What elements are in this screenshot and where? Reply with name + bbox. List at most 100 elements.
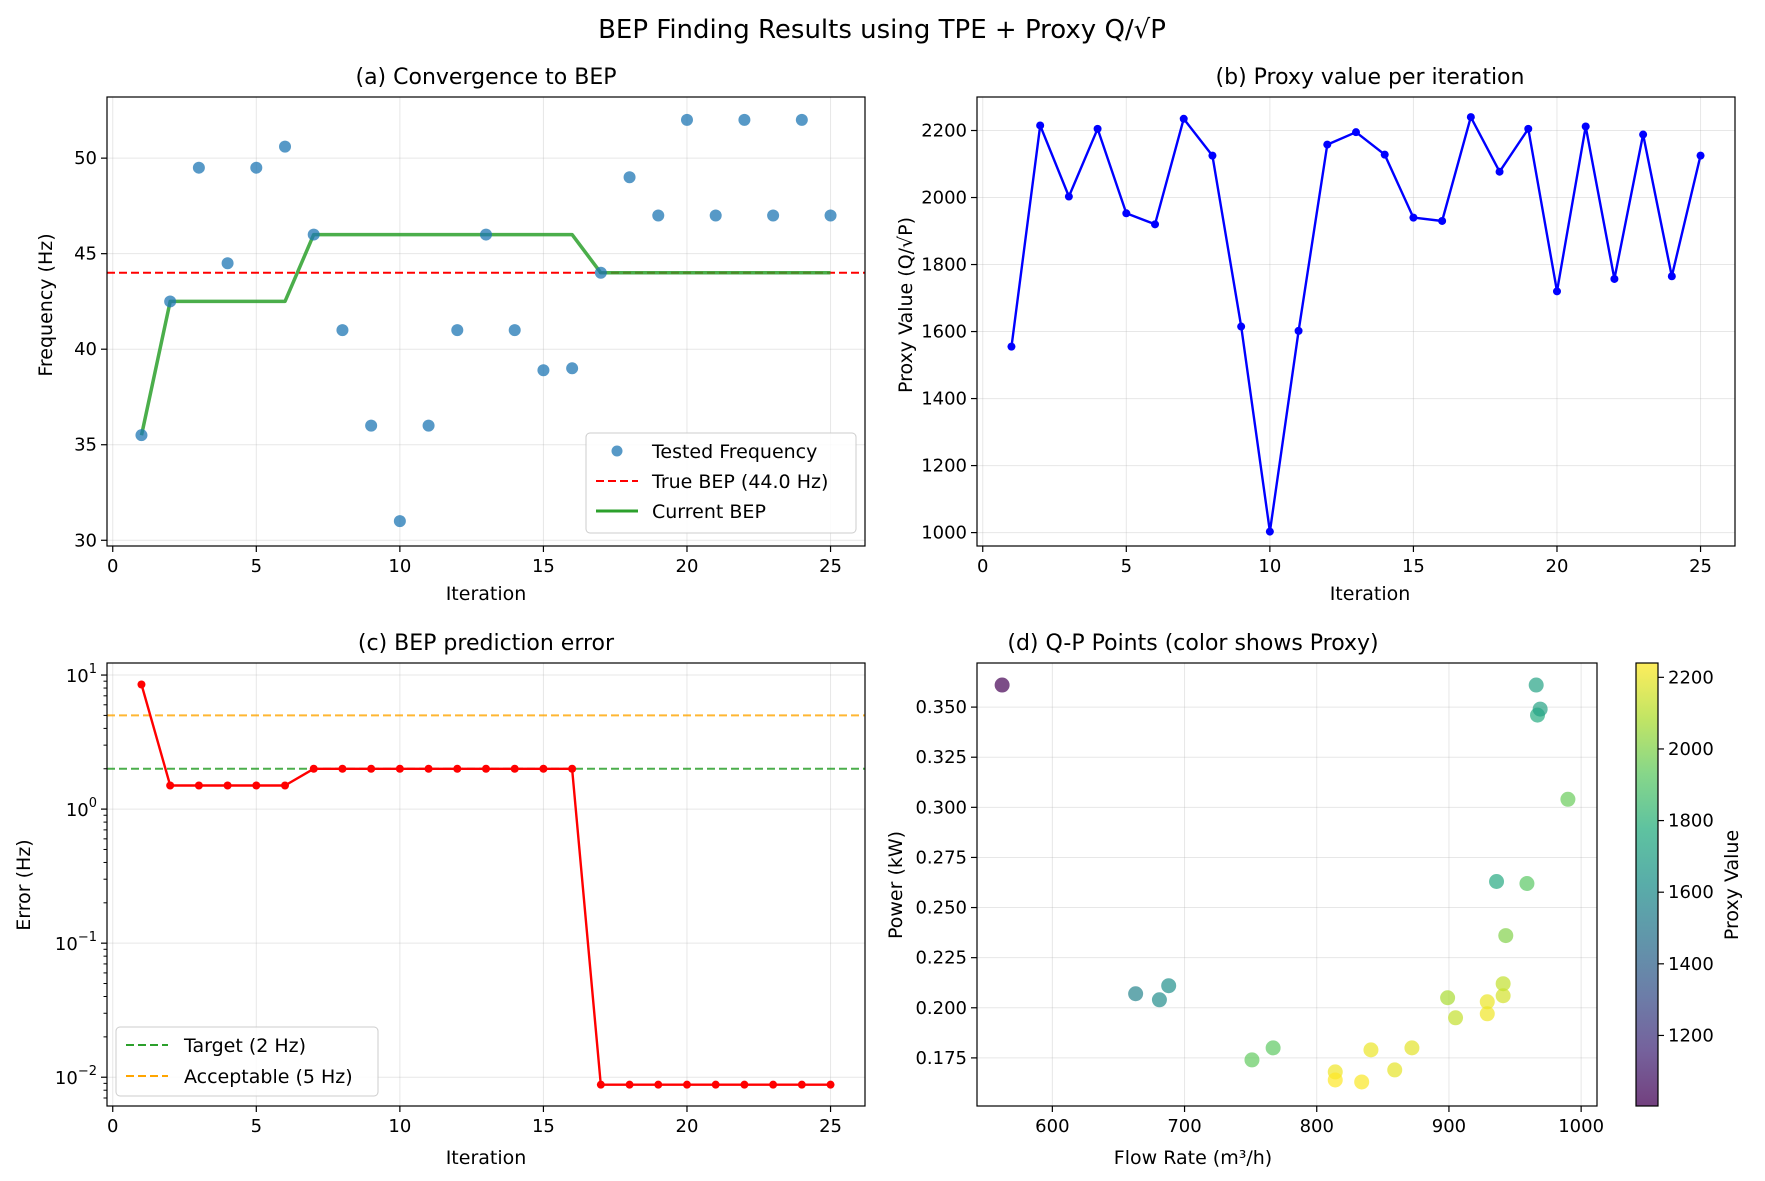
- colorbar-tick-label: 1200: [1668, 1025, 1714, 1046]
- error-point: [367, 764, 376, 773]
- panel-convergence: (a) Convergence to BEP Iteration Frequen…: [35, 65, 866, 605]
- colorbar-tick-label: 1600: [1668, 882, 1714, 903]
- colorbar-tick-label: 2000: [1668, 739, 1714, 760]
- panel-b-xtick-label: 5: [1121, 556, 1132, 577]
- error-point: [740, 1080, 749, 1089]
- panel-b-ylabel: Proxy Value (Q/√P): [895, 217, 917, 393]
- proxy-value-point: [1495, 167, 1504, 176]
- proxy-value-point: [1036, 121, 1045, 130]
- colorbar-tick-label: 1400: [1668, 954, 1714, 975]
- panel-b-ytick-label: 1000: [921, 523, 967, 544]
- qp-point: [1519, 875, 1535, 891]
- colorbar-label: Proxy Value: [1721, 830, 1743, 940]
- panel-b-xtick-label: 10: [1258, 556, 1281, 577]
- qp-point: [994, 677, 1010, 693]
- colorbar-gradient: [1636, 663, 1658, 1106]
- panel-a-title: (a) Convergence to BEP: [355, 65, 616, 90]
- error-point: [568, 764, 577, 773]
- qp-point: [1440, 990, 1456, 1006]
- proxy-value-point: [1552, 287, 1561, 296]
- panel-c-ytick-label: 10−2: [55, 1064, 97, 1089]
- panel-c-ytick-label: 101: [66, 662, 97, 687]
- proxy-value-point: [1122, 209, 1131, 218]
- panel-qp-points: (d) Q-P Points (color shows Proxy) Flow …: [885, 631, 1743, 1169]
- qp-point: [1532, 701, 1548, 717]
- proxy-value-point: [1667, 272, 1676, 281]
- panel-prediction-error: (c) BEP prediction error Iteration Error…: [13, 631, 866, 1169]
- panel-a-ytick-label: 35: [74, 435, 97, 456]
- legend-target-label: Target (2 Hz): [183, 1035, 306, 1057]
- proxy-value-point: [1323, 140, 1332, 149]
- proxy-value-point: [1380, 150, 1389, 159]
- qp-point: [1404, 1040, 1420, 1056]
- qp-point: [1495, 976, 1511, 992]
- panel-a-xlabel: Iteration: [446, 583, 527, 605]
- proxy-value-point: [1064, 192, 1073, 201]
- qp-point: [1128, 986, 1144, 1002]
- error-line: [140, 684, 831, 1086]
- panel-a-xtick-label: 15: [532, 556, 555, 577]
- tested-frequency-point: [279, 140, 292, 153]
- tested-frequency-point: [508, 324, 521, 337]
- panel-d-xtick-label: 1000: [1558, 1116, 1604, 1137]
- tested-frequency-point: [307, 228, 320, 241]
- legend-tested-marker: [611, 445, 623, 457]
- panel-c-title: (c) BEP prediction error: [358, 631, 615, 656]
- error-point: [711, 1080, 720, 1089]
- panel-b-ytick-label: 2200: [921, 121, 967, 142]
- panel-c-xtick-label: 10: [388, 1116, 411, 1137]
- error-point: [654, 1080, 663, 1089]
- colorbar: 1200 1400 1600 1800 2000 2200 Proxy Value: [1635, 662, 1743, 1107]
- panel-d-xlabel: Flow Rate (m³/h): [1114, 1147, 1272, 1169]
- tested-frequency-point: [537, 364, 550, 377]
- error-point: [309, 764, 318, 773]
- qp-point: [1448, 1010, 1464, 1026]
- tested-frequency-point: [767, 209, 780, 222]
- panel-a-legend: Tested Frequency True BEP (44.0 Hz) Curr…: [585, 432, 857, 534]
- qp-point: [1354, 1074, 1370, 1090]
- panel-b-ytick-label: 1800: [921, 255, 967, 276]
- tested-frequency-point: [393, 515, 406, 528]
- panel-d-title: (d) Q-P Points (color shows Proxy): [1007, 631, 1378, 656]
- panel-c-xtick-label: 15: [532, 1116, 555, 1137]
- error-point: [682, 1080, 691, 1089]
- tested-frequency-point: [164, 295, 177, 308]
- tested-frequency-point: [422, 419, 435, 432]
- tested-frequency-point: [480, 228, 492, 241]
- tested-frequency-point: [652, 209, 665, 222]
- tested-frequency-point: [365, 419, 378, 432]
- proxy-value-point: [1093, 124, 1102, 133]
- proxy-value-point: [1265, 527, 1274, 536]
- proxy-value-point: [1294, 326, 1303, 335]
- panel-d-ytick-label: 0.325: [915, 747, 967, 768]
- panel-a-ytick-label: 30: [74, 530, 97, 551]
- error-point: [510, 764, 519, 773]
- current-bep-line: [139, 232, 831, 436]
- error-point: [137, 680, 146, 689]
- panel-c-xtick-label: 25: [819, 1116, 842, 1137]
- error-point: [797, 1080, 806, 1089]
- panel-c-xtick-label: 20: [676, 1116, 699, 1137]
- proxy-value-point: [1352, 128, 1360, 137]
- proxy-value-point: [1179, 114, 1188, 123]
- error-point: [539, 764, 548, 773]
- panel-d-xtick-label: 600: [1035, 1116, 1069, 1137]
- panel-b-xlabel: Iteration: [1330, 583, 1411, 605]
- panel-a-xtick-label: 10: [388, 556, 411, 577]
- panel-c-xlabel: Iteration: [446, 1147, 527, 1169]
- legend-tested-label: Tested Frequency: [651, 441, 817, 463]
- panel-c-ytick-label: 10−1: [55, 930, 97, 955]
- tested-frequency-point: [192, 161, 205, 174]
- error-point: [596, 1080, 605, 1089]
- panel-a-ylabel: Frequency (Hz): [35, 233, 57, 376]
- panel-b-ytick-label: 1200: [921, 456, 967, 477]
- qp-point: [1363, 1042, 1379, 1058]
- proxy-value-point: [1639, 130, 1648, 139]
- tested-frequency-point: [135, 429, 148, 442]
- panel-a-ytick-label: 50: [74, 148, 97, 169]
- panel-c-xtick-label: 0: [107, 1116, 118, 1137]
- panel-a-xtick-label: 5: [251, 556, 262, 577]
- proxy-value-point: [1208, 151, 1217, 160]
- figure-title: BEP Finding Results using TPE + Proxy Q/…: [598, 15, 1166, 45]
- qp-point: [1479, 1006, 1495, 1022]
